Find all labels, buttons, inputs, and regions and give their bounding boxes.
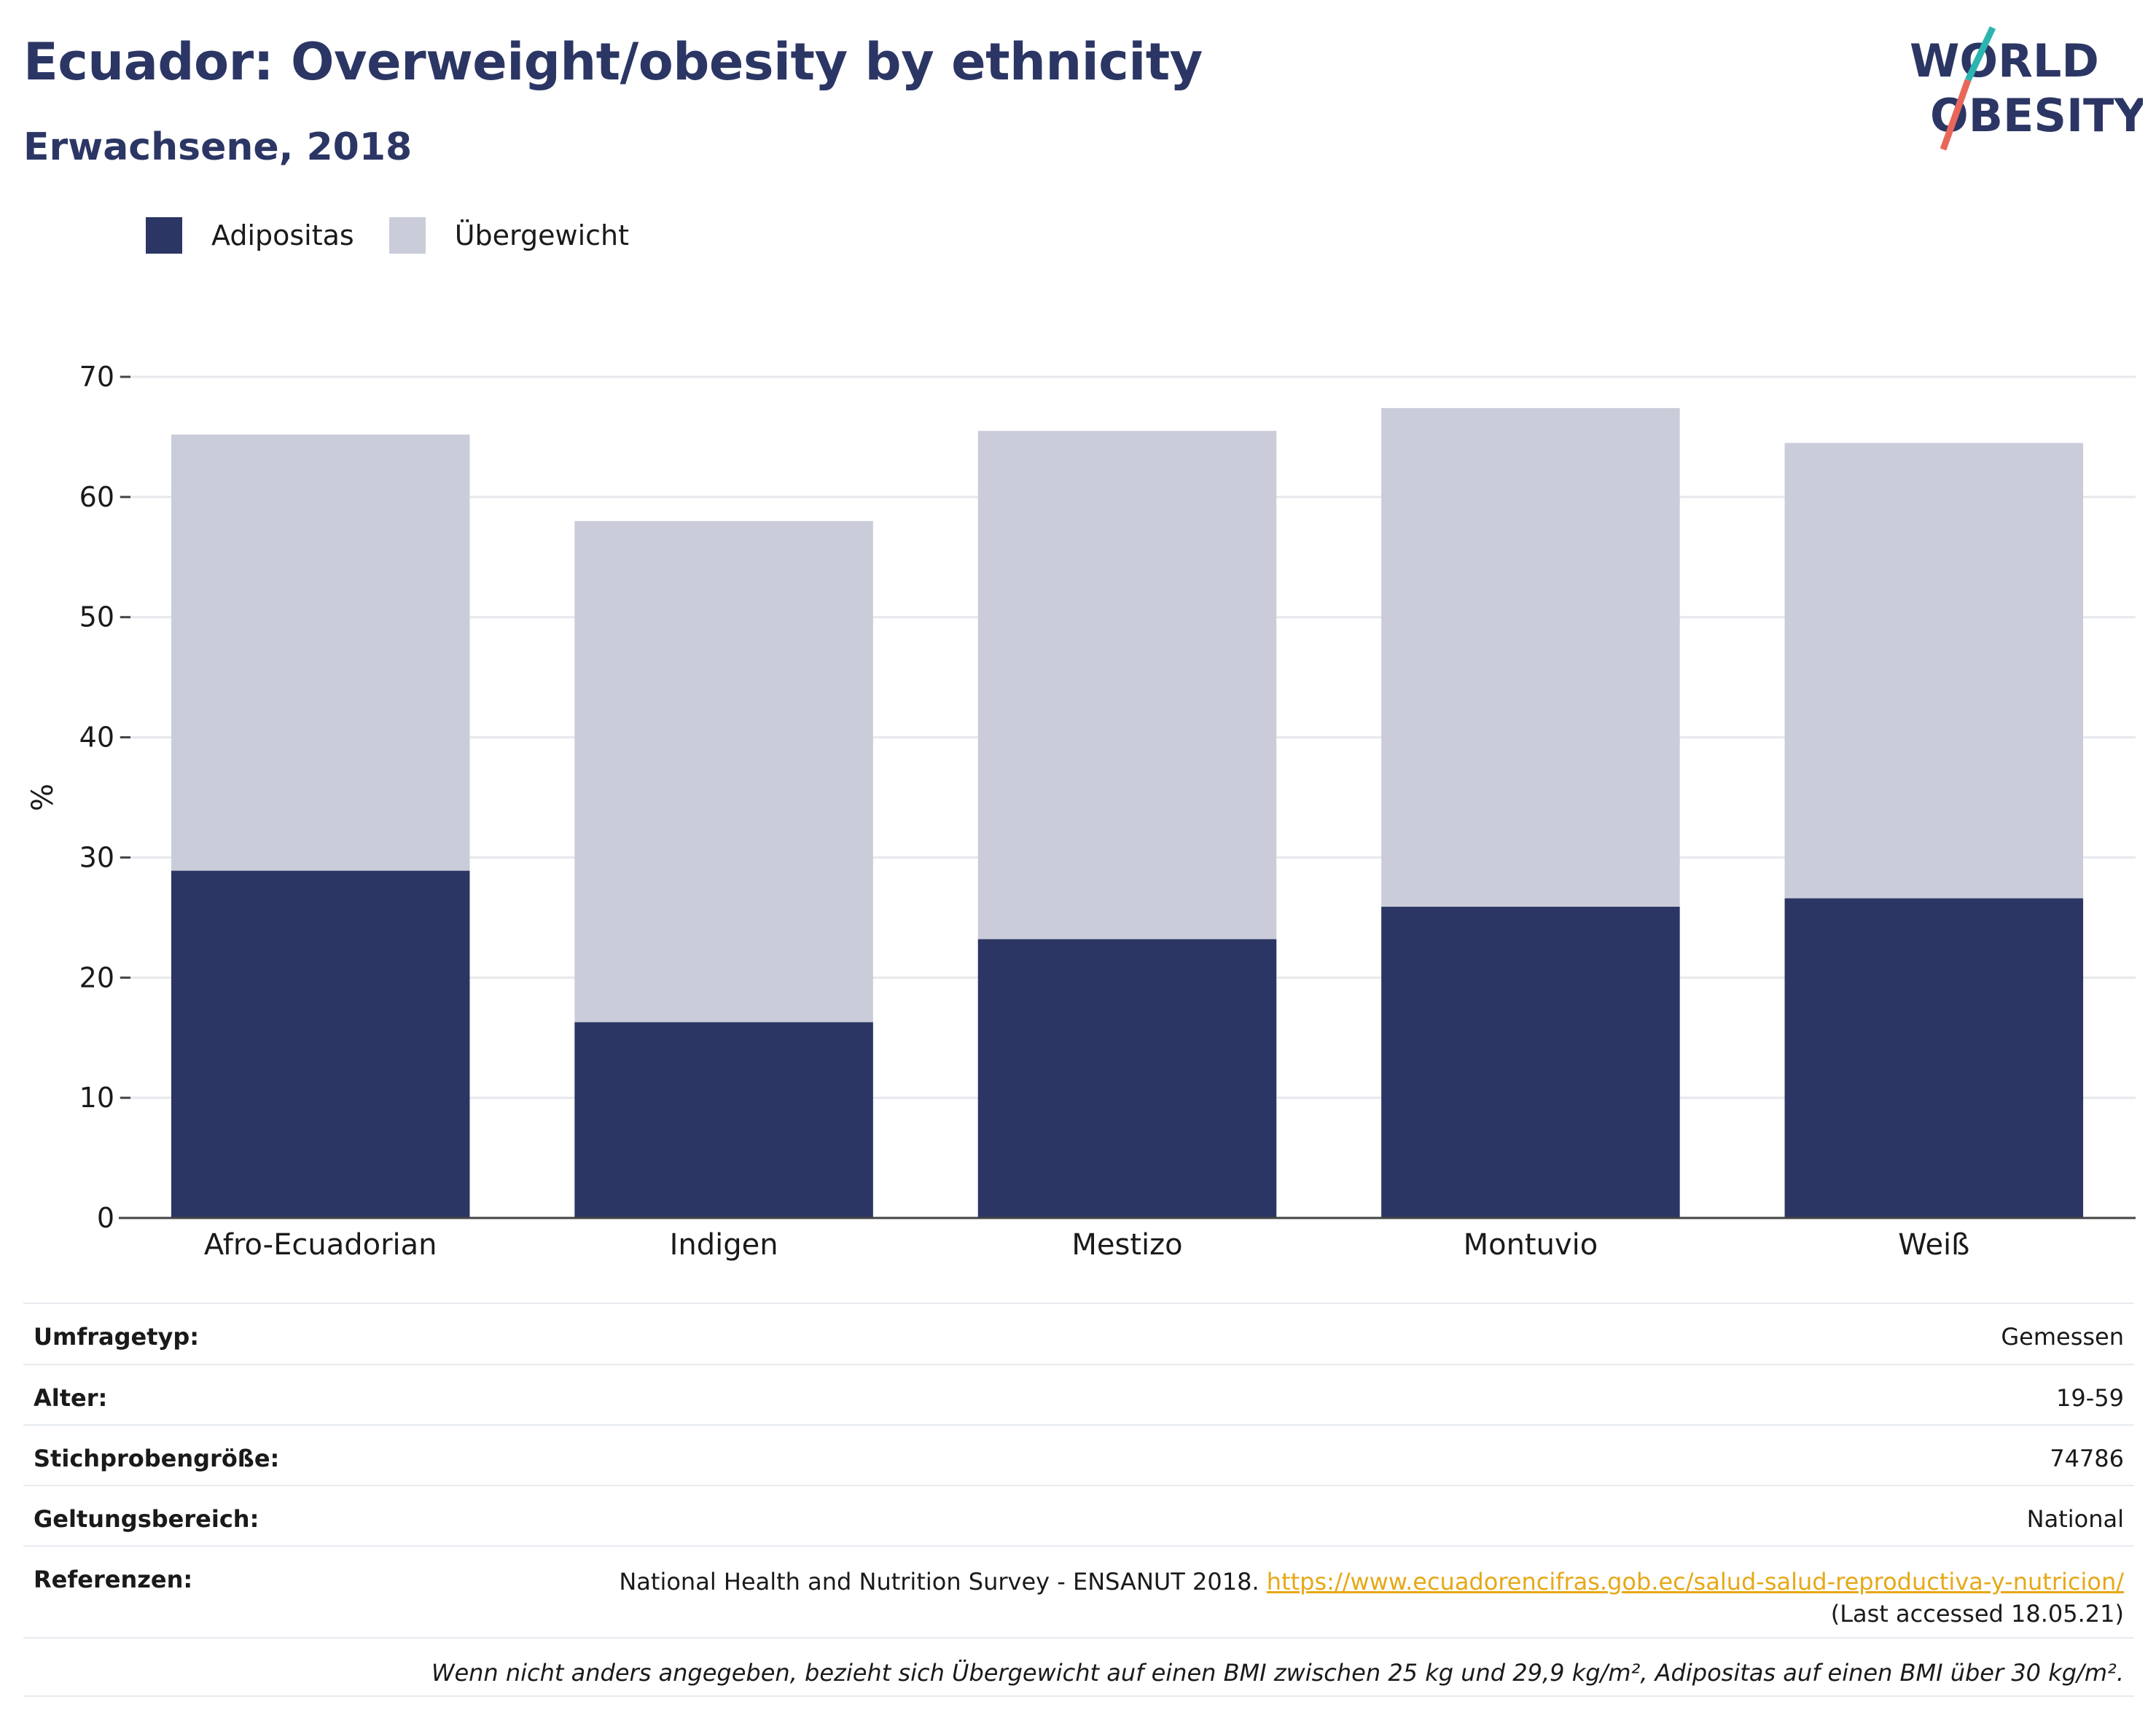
y-tick-label: 0	[97, 1202, 114, 1234]
bar-adipositas	[171, 870, 470, 1218]
logo-line1: WORLD	[1910, 34, 2099, 87]
x-tick-label: Weiß	[1898, 1228, 1969, 1262]
chart-title: Ecuador: Overweight/obesity by ethnicity	[23, 32, 1203, 92]
stacked-bar-chart: 0 10 20 30 40 50 60 70% Afro-Ecuadorian Indigen Me…	[26, 361, 2136, 1262]
meta-row-age: Alter: 19-59	[23, 1364, 2134, 1424]
meta-key: Stichprobengröße:	[34, 1445, 280, 1472]
world-obesity-logo: WORLD OBESITY	[1910, 26, 2143, 151]
logo-slash-red	[1940, 79, 1972, 151]
reference-link[interactable]: https://www.ecuadorencifras.gob.ec/salud…	[1266, 1568, 2124, 1596]
meta-value: National	[2026, 1505, 2124, 1533]
bar-uebergewicht	[1381, 407, 1680, 907]
meta-row-coverage: Geltungsbereich: National	[23, 1485, 2134, 1545]
bar-uebergewicht	[171, 434, 470, 871]
legend-swatch-adipositas	[146, 217, 182, 254]
y-tick-label: 70	[79, 361, 114, 393]
legend-swatch-uebergewicht	[388, 217, 426, 254]
legend-label: Adipositas	[211, 219, 354, 251]
legend-item-uebergewicht[interactable]: Übergewicht	[388, 217, 629, 254]
bar-adipositas	[574, 1022, 873, 1218]
meta-value: 74786	[2050, 1445, 2124, 1472]
y-tick-label: 30	[79, 841, 114, 873]
x-tick-label: Mestizo	[1071, 1228, 1182, 1262]
bar-adipositas	[977, 939, 1277, 1218]
x-tick-label: Montuvio	[1464, 1228, 1598, 1262]
bar-uebergewicht	[1784, 442, 2084, 899]
meta-key: Geltungsbereich:	[34, 1505, 259, 1533]
legend-item-adipositas[interactable]: Adipositas	[146, 217, 354, 254]
meta-value: Gemessen	[2001, 1323, 2124, 1351]
bmi-note: Wenn nicht anders angegeben, bezieht sic…	[23, 1637, 2134, 1697]
references-value: National Health and Nutrition Survey - E…	[619, 1566, 2124, 1630]
y-tick-label: 20	[79, 961, 114, 993]
meta-key: Referenzen:	[34, 1566, 193, 1593]
x-tick-label: Indigen	[670, 1228, 778, 1262]
reference-text: National Health and Nutrition Survey - E…	[619, 1568, 1259, 1596]
y-tick-label: 60	[79, 481, 114, 513]
x-tick-label: Afro-Ecuadorian	[204, 1228, 437, 1262]
meta-row-sample-size: Stichprobengröße: 74786	[23, 1424, 2134, 1485]
y-tick-label: 40	[79, 722, 114, 754]
bar-uebergewicht	[574, 520, 873, 1023]
meta-key: Umfragetyp:	[34, 1323, 200, 1351]
y-tick-label: 50	[79, 601, 114, 633]
meta-key: Alter:	[34, 1384, 108, 1412]
y-axis-label: %	[26, 784, 60, 811]
meta-row-survey-type: Umfragetyp: Gemessen	[23, 1303, 2134, 1364]
legend: Adipositas Übergewicht	[146, 217, 664, 254]
logo-line2: OBESITY	[1930, 89, 2143, 142]
bar-uebergewicht	[977, 431, 1277, 940]
reference-accessed: (Last accessed 18.05.21)	[1830, 1600, 2124, 1628]
metadata-table: Umfragetyp: Gemessen Alter: 19-59 Stichp…	[23, 1303, 2134, 1697]
bar-adipositas	[1381, 907, 1680, 1218]
meta-value: 19-59	[2056, 1384, 2124, 1412]
y-tick-label: 10	[79, 1082, 114, 1114]
chart-subtitle: Erwachsene, 2018	[23, 125, 413, 169]
meta-row-references: Referenzen: National Health and Nutritio…	[23, 1545, 2134, 1637]
logo-slash-teal	[1964, 26, 1996, 82]
legend-label: Übergewicht	[454, 219, 629, 251]
bar-adipositas	[1784, 898, 2084, 1218]
